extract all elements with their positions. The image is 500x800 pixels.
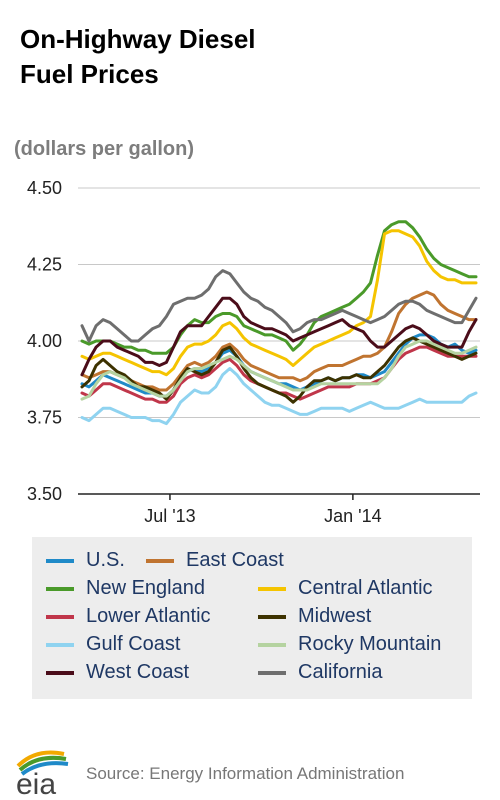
line-chart: 3.50 3.75 4.00 4.25 4.50 Jul '13 Jan '14 xyxy=(27,178,480,526)
eia-logo: eia xyxy=(16,750,69,798)
series-line-rocky-mountain xyxy=(80,339,478,401)
chart-title: On-Highway Diesel Fuel Prices xyxy=(20,22,256,92)
legend-swatch xyxy=(46,586,74,591)
legend-item: New England xyxy=(46,577,205,600)
legend-label: Rocky Mountain xyxy=(298,633,442,655)
y-tick-label: 4.50 xyxy=(27,178,62,198)
legend-label: Midwest xyxy=(298,605,372,627)
legend-item: Midwest xyxy=(258,605,371,628)
units-label: (dollars per gallon) xyxy=(14,138,195,160)
legend-item: Gulf Coast xyxy=(46,633,180,656)
legend-swatch xyxy=(258,614,286,619)
legend-label: Lower Atlantic xyxy=(86,605,211,627)
series-line-new-england xyxy=(80,220,478,355)
series-line-california xyxy=(80,269,478,343)
legend-swatch xyxy=(146,558,174,563)
legend-swatch xyxy=(46,558,74,563)
legend-label: Central Atlantic xyxy=(298,577,433,599)
legend-item: Central Atlantic xyxy=(258,577,433,600)
legend-item: Rocky Mountain xyxy=(258,633,441,656)
legend-label: West Coast xyxy=(86,661,189,683)
y-tick-label: 4.25 xyxy=(27,255,62,275)
legend-swatch xyxy=(258,642,286,647)
legend-label: U.S. xyxy=(86,549,125,571)
legend-label: East Coast xyxy=(186,549,284,571)
series-line-gulf-coast xyxy=(80,367,478,426)
legend-swatch xyxy=(258,670,286,675)
chart-title-line-2: Fuel Prices xyxy=(20,59,159,89)
legend-label: Gulf Coast xyxy=(86,633,181,655)
chart-title-line-1: On-Highway Diesel xyxy=(20,24,256,54)
y-tick-label: 4.00 xyxy=(27,331,62,351)
y-tick-label: 3.50 xyxy=(27,484,62,504)
legend-item: West Coast xyxy=(46,661,189,684)
legend-label: California xyxy=(298,661,383,683)
logo-text: eia xyxy=(16,768,56,798)
x-axis: Jul '13 Jan '14 xyxy=(78,493,480,526)
series-lines xyxy=(80,220,478,426)
series-line-midwest xyxy=(80,336,478,404)
y-tick-label: 3.75 xyxy=(27,408,62,428)
source-note: Source: Energy Information Administratio… xyxy=(86,764,405,783)
legend-label: New England xyxy=(86,577,205,599)
legend-swatch xyxy=(258,586,286,591)
legend-item: East Coast xyxy=(146,549,284,572)
legend-item: California xyxy=(258,661,382,684)
y-axis-ticks: 3.50 3.75 4.00 4.25 4.50 xyxy=(27,178,62,504)
legend-item: U.S. xyxy=(46,549,125,572)
legend-swatch xyxy=(46,642,74,647)
legend: U.S. East Coast New England Central Atlanti… xyxy=(32,537,472,699)
legend-swatch xyxy=(46,670,74,675)
series-line-west-coast xyxy=(80,296,478,377)
legend-swatch xyxy=(46,614,74,619)
gridlines xyxy=(78,187,480,418)
legend-item: Lower Atlantic xyxy=(46,605,211,628)
x-tick-label: Jan '14 xyxy=(324,506,381,526)
x-tick-label: Jul '13 xyxy=(144,506,195,526)
footer: eia Source: Energy Information Administr… xyxy=(0,748,500,800)
series-line-central-atlantic xyxy=(80,229,478,377)
